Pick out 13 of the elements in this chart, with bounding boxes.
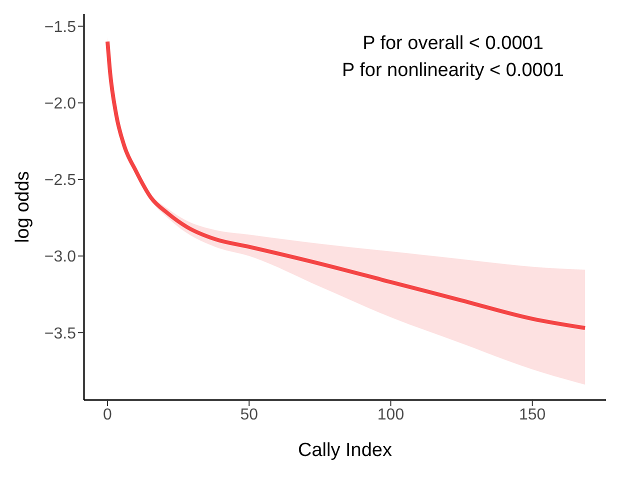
x-tick-label: 0 — [103, 406, 112, 424]
y-tick-label: −3.0 — [44, 248, 76, 266]
x-tick-label: 100 — [377, 406, 404, 424]
x-tick-label: 50 — [240, 406, 258, 424]
y-axis-title: log odds — [12, 171, 34, 243]
annotation: P for overall < 0.0001 — [362, 32, 544, 56]
annotation: P for nonlinearity < 0.0001 — [341, 59, 565, 83]
x-tick-label: 150 — [519, 406, 546, 424]
y-tick-label: −1.5 — [44, 18, 76, 36]
y-tick-label: −3.5 — [44, 325, 76, 342]
x-axis-title: Cally Index — [298, 440, 392, 461]
y-tick-label: −2.0 — [44, 96, 76, 113]
y-tick-label: −2.5 — [44, 172, 76, 190]
